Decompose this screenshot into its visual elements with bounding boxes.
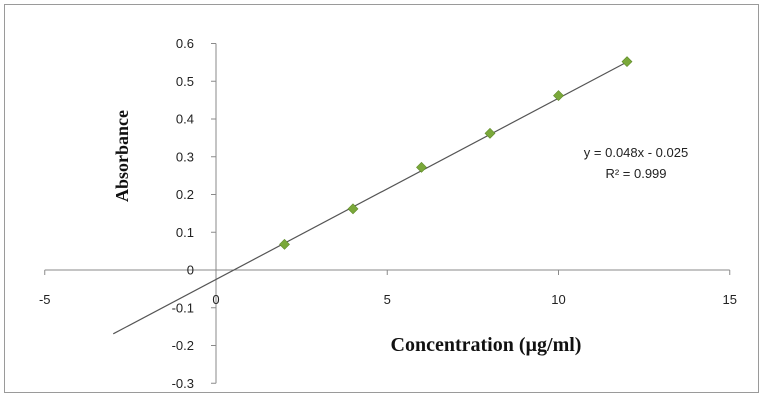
r-squared-label: R² = 0.999 [605, 166, 666, 181]
chart-frame [4, 4, 759, 393]
tick-labels: -0.3 -0.2 -0.1 0 0.1 0.2 0.3 0.4 0.5 0.6 -5 0 5 10 15 [39, 36, 737, 391]
data-point [279, 238, 290, 250]
y-tick-label: 0.1 [176, 225, 194, 240]
x-tick-label: -5 [39, 292, 51, 307]
ticks [44, 43, 731, 384]
y-tick-label: 0.5 [176, 74, 194, 89]
y-tick-label: 0.4 [176, 112, 194, 127]
y-tick-label: 0.6 [176, 36, 194, 51]
data-point [347, 203, 359, 215]
y-tick-label: -0.3 [172, 376, 194, 391]
y-tick-label: 0.3 [176, 149, 194, 164]
data-point [621, 56, 633, 68]
x-tick-label: 5 [384, 292, 391, 307]
x-tick-label: 10 [551, 292, 565, 307]
x-tick-label: 15 [723, 292, 737, 307]
y-tick-label: -0.1 [172, 300, 194, 315]
y-tick-label: -0.2 [172, 338, 194, 353]
data-point [416, 161, 427, 173]
y-tick-label: 0.2 [176, 187, 194, 202]
x-tick-label: 0 [212, 292, 219, 307]
trendline [112, 61, 628, 335]
data-points [279, 56, 633, 250]
trendline-equation: y = 0.048x - 0.025 [584, 145, 688, 160]
y-tick-label: 0 [187, 263, 194, 278]
y-axis-title: Absorbance [112, 110, 132, 202]
data-point [553, 90, 564, 102]
data-point [484, 127, 496, 139]
axes [44, 43, 730, 384]
x-axis-title: Concentration (µg/ml) [391, 334, 582, 356]
